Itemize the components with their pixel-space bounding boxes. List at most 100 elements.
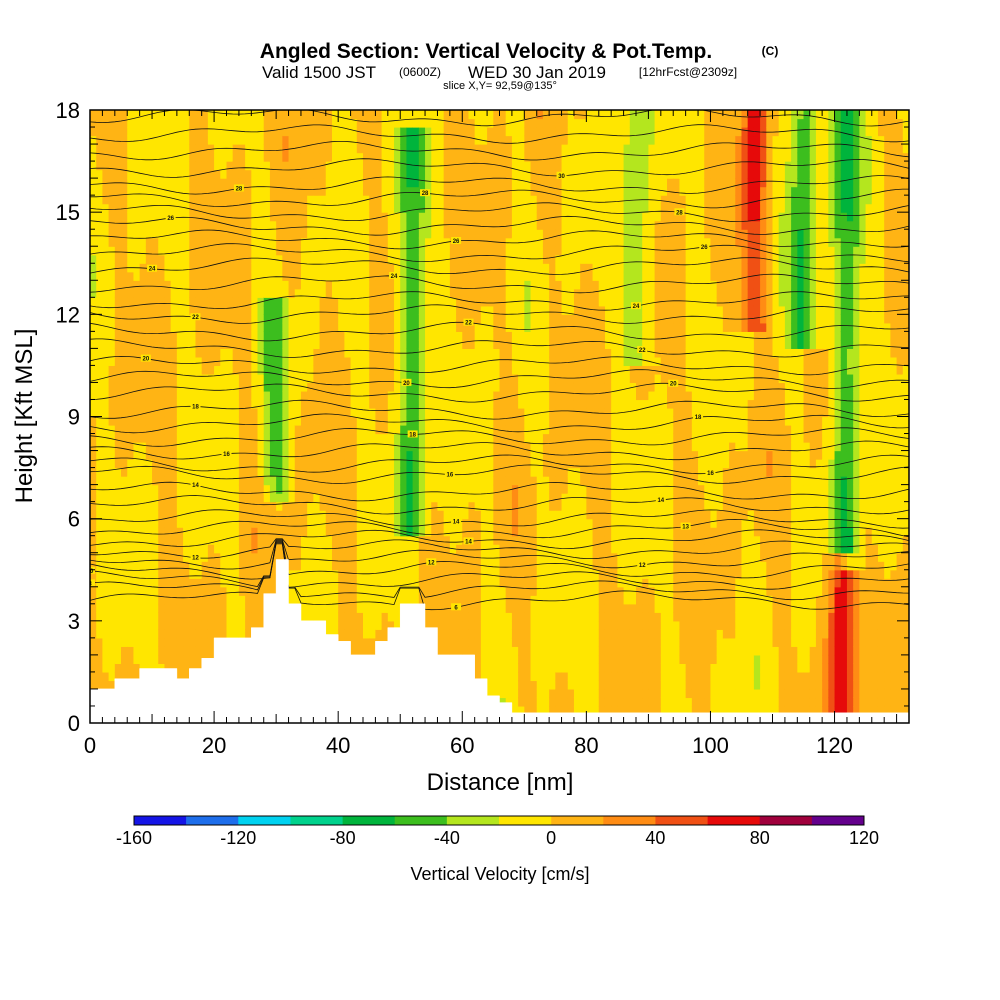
- velocity-cell: [232, 390, 240, 401]
- velocity-cell: [350, 169, 358, 179]
- velocity-cell: [518, 688, 525, 699]
- velocity-cell: [127, 663, 135, 673]
- velocity-cell: [499, 322, 507, 332]
- velocity-cell: [183, 127, 190, 137]
- velocity-cell: [300, 459, 308, 469]
- velocity-cell: [325, 271, 333, 281]
- velocity-cell: [443, 595, 451, 605]
- velocity-cell: [363, 127, 370, 137]
- velocity-cell: [220, 263, 228, 273]
- velocity-cell: [257, 373, 265, 384]
- velocity-cell: [387, 195, 395, 205]
- velocity-cell: [394, 484, 401, 494]
- velocity-cell: [176, 152, 184, 162]
- velocity-cell: [369, 203, 376, 213]
- velocity-cell: [127, 118, 135, 128]
- velocity-cell: [195, 484, 203, 494]
- velocity-cell: [121, 305, 128, 315]
- velocity-cell: [437, 544, 445, 554]
- velocity-cell: [394, 390, 401, 401]
- velocity-cell: [406, 510, 414, 520]
- velocity-cell: [406, 569, 414, 579]
- velocity-cell: [431, 110, 439, 120]
- velocity-cell: [505, 697, 513, 707]
- velocity-cell: [158, 127, 166, 137]
- velocity-cell: [462, 578, 470, 588]
- velocity-cell: [375, 467, 383, 477]
- velocity-cell: [282, 416, 290, 426]
- velocity-cell: [313, 459, 321, 469]
- velocity-cell: [133, 654, 141, 664]
- chart-title: Angled Section: Vertical Velocity & Pot.…: [260, 40, 712, 63]
- velocity-cell: [511, 365, 519, 375]
- velocity-cell: [319, 339, 327, 349]
- velocity-cell: [158, 595, 166, 605]
- velocity-cell: [375, 510, 383, 520]
- velocity-cell: [195, 510, 203, 520]
- velocity-cell: [338, 518, 345, 528]
- velocity-cell: [338, 399, 345, 409]
- velocity-cell: [300, 212, 308, 222]
- velocity-cell: [350, 646, 358, 656]
- velocity-cell: [462, 459, 470, 469]
- velocity-cell: [499, 110, 507, 120]
- velocity-cell: [189, 331, 197, 341]
- velocity-cell: [499, 603, 507, 613]
- velocity-cell: [381, 297, 389, 307]
- velocity-cell: [201, 442, 209, 452]
- velocity-cell: [344, 161, 352, 171]
- velocity-cell: [425, 322, 432, 332]
- velocity-cell: [468, 203, 476, 213]
- velocity-cell: [493, 390, 501, 401]
- velocity-cell: [257, 169, 265, 179]
- velocity-cell: [363, 297, 370, 307]
- velocity-cell: [158, 161, 166, 171]
- velocity-cell: [139, 450, 147, 460]
- velocity-cell: [108, 518, 116, 528]
- velocity-cell: [511, 501, 519, 511]
- velocity-cell: [394, 169, 401, 179]
- velocity-cell: [114, 348, 122, 358]
- velocity-cell: [474, 382, 482, 392]
- velocity-cell: [356, 595, 364, 605]
- velocity-cell: [251, 450, 259, 460]
- velocity-cell: [425, 501, 432, 511]
- velocity-cell: [269, 348, 277, 358]
- velocity-cell: [505, 220, 513, 230]
- velocity-cell: [406, 229, 414, 239]
- velocity-cell: [344, 254, 352, 264]
- velocity-cell: [487, 569, 494, 579]
- velocity-cell: [269, 186, 277, 196]
- velocity-cell: [418, 578, 426, 588]
- velocity-cell: [307, 271, 314, 281]
- velocity-cell: [381, 280, 389, 290]
- velocity-cell: [456, 152, 463, 162]
- velocity-cell: [102, 510, 110, 520]
- velocity-cell: [499, 561, 507, 571]
- velocity-cell: [412, 484, 420, 494]
- velocity-cell: [307, 442, 314, 452]
- velocity-cell: [176, 237, 184, 247]
- velocity-cell: [245, 237, 252, 247]
- velocity-cell: [145, 229, 153, 239]
- velocity-cell: [400, 169, 408, 179]
- velocity-cell: [226, 152, 234, 162]
- velocity-cell: [487, 629, 494, 639]
- velocity-cell: [189, 365, 197, 375]
- velocity-cell: [499, 118, 507, 128]
- velocity-cell: [300, 178, 308, 188]
- velocity-cell: [176, 654, 184, 664]
- velocity-cell: [102, 603, 110, 613]
- velocity-cell: [276, 271, 283, 281]
- velocity-cell: [226, 339, 234, 349]
- velocity-cell: [145, 382, 153, 392]
- velocity-cell: [313, 271, 321, 281]
- velocity-cell: [127, 305, 135, 315]
- velocity-cell: [276, 476, 283, 486]
- velocity-cell: [412, 501, 420, 511]
- velocity-cell: [201, 305, 209, 315]
- velocity-cell: [245, 501, 252, 511]
- velocity-cell: [487, 603, 494, 613]
- velocity-cell: [468, 416, 476, 426]
- velocity-cell: [294, 314, 302, 324]
